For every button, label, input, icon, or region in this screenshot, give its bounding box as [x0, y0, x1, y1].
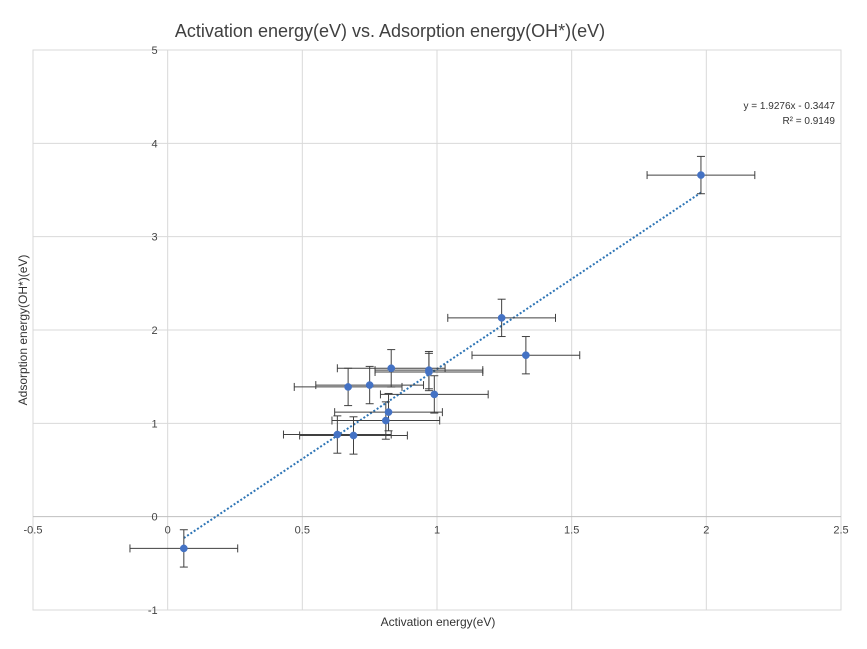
trendline — [183, 191, 702, 539]
trendline-equation: y = 1.9276x - 0.3447 — [744, 101, 836, 112]
x-tick-label: 1 — [434, 525, 440, 537]
y-axis-title: Adsorption energy(OH*)(eV) — [16, 255, 30, 406]
data-points — [179, 171, 705, 553]
data-point — [333, 430, 342, 439]
data-point — [344, 383, 352, 391]
data-point — [497, 314, 506, 322]
data-point — [387, 364, 396, 373]
x-tick-label: 2 — [703, 525, 709, 537]
error-bars — [129, 155, 756, 568]
data-point — [349, 431, 358, 440]
trendline-segment — [183, 191, 702, 539]
tick-labels: -0.5 0 0.5 1 1.5 2 2.5 -1 0 1 2 3 4 5 — [24, 45, 849, 617]
x-tick-label: 2.5 — [833, 525, 848, 537]
y-tick-label: -1 — [148, 605, 158, 617]
y-tick-label: 1 — [152, 418, 158, 430]
x-axis-title: Activation energy(eV) — [381, 615, 496, 629]
y-tick-label: 0 — [152, 512, 158, 524]
data-point — [381, 416, 390, 425]
data-point — [179, 544, 188, 553]
grid-lines — [32, 49, 842, 611]
x-tick-label: 0 — [165, 525, 171, 537]
x-tick-label: 0.5 — [295, 525, 310, 537]
y-tick-label: 3 — [152, 232, 158, 244]
data-point — [697, 171, 705, 179]
trendline-r-squared: R² = 0.9149 — [782, 116, 835, 127]
data-point — [430, 390, 439, 399]
data-point — [365, 381, 374, 389]
data-point — [425, 366, 433, 374]
data-point — [522, 351, 530, 360]
x-tick-label: -0.5 — [24, 525, 43, 537]
x-tick-label: 1.5 — [564, 525, 579, 537]
data-point — [384, 408, 393, 416]
y-tick-label: 4 — [152, 138, 158, 150]
chart-title: Activation energy(eV) vs. Adsorption ene… — [175, 21, 605, 41]
y-tick-label: 5 — [152, 45, 158, 57]
y-tick-label: 2 — [152, 325, 158, 337]
